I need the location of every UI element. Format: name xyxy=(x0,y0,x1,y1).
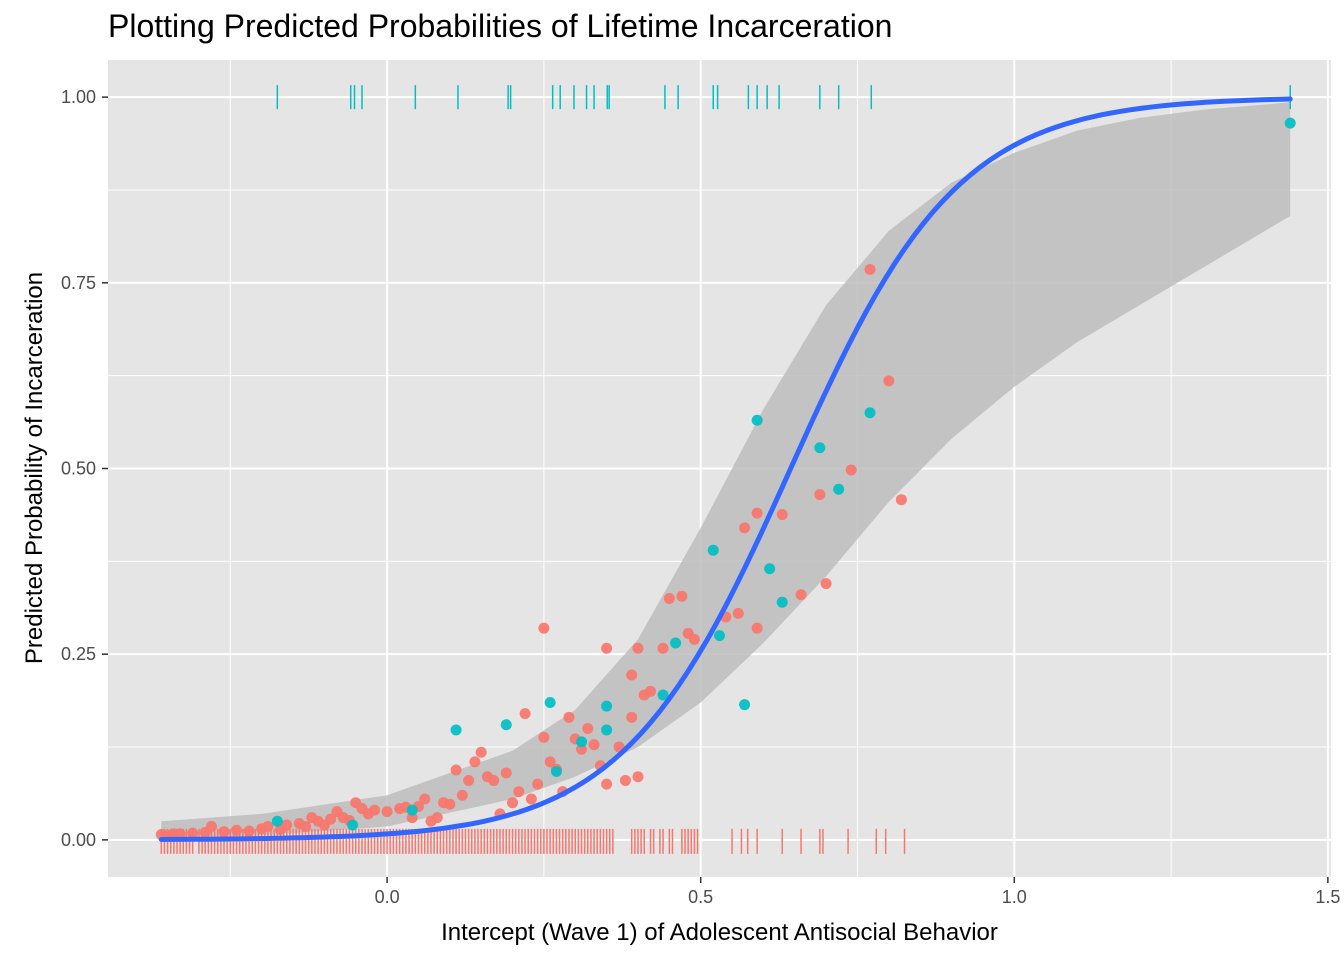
y-tick-label: 0.50 xyxy=(61,459,96,479)
data-point-not-incarcerated xyxy=(450,764,462,776)
data-point-not-incarcerated xyxy=(626,711,638,723)
data-point-not-incarcerated xyxy=(469,756,481,768)
data-point-not-incarcerated xyxy=(381,806,393,818)
data-point-incarcerated xyxy=(450,724,462,736)
confidence-ribbon xyxy=(161,102,1291,839)
y-tick-label: 1.00 xyxy=(61,87,96,107)
chart-title: Plotting Predicted Probabilities of Life… xyxy=(108,8,893,44)
data-point-not-incarcerated xyxy=(739,522,751,534)
data-point-incarcerated xyxy=(707,544,719,556)
data-point-not-incarcerated xyxy=(601,642,613,654)
data-point-incarcerated xyxy=(576,736,588,748)
data-point-not-incarcerated xyxy=(601,778,613,790)
data-point-not-incarcerated xyxy=(281,819,293,831)
data-point-not-incarcerated xyxy=(845,464,857,476)
data-point-not-incarcerated xyxy=(262,820,274,832)
data-point-not-incarcerated xyxy=(814,488,826,500)
data-point-not-incarcerated xyxy=(751,622,763,634)
x-axis-title: Intercept (Wave 1) of Adolescent Antisoc… xyxy=(441,919,998,946)
data-point-incarcerated xyxy=(764,563,776,575)
data-point-not-incarcerated xyxy=(626,669,638,681)
data-point-not-incarcerated xyxy=(619,774,631,786)
data-point-incarcerated xyxy=(864,407,876,419)
data-point-incarcerated xyxy=(271,815,283,827)
data-point-incarcerated xyxy=(776,596,788,608)
data-point-incarcerated xyxy=(347,819,359,831)
data-point-incarcerated xyxy=(1284,117,1296,129)
data-point-not-incarcerated xyxy=(632,771,644,783)
data-point-not-incarcerated xyxy=(500,767,512,779)
data-point-not-incarcerated xyxy=(732,607,744,619)
data-point-not-incarcerated xyxy=(463,774,475,786)
data-point-not-incarcerated xyxy=(657,642,669,654)
data-point-incarcerated xyxy=(406,804,418,816)
x-tick-label: 1.5 xyxy=(1315,887,1340,907)
data-point-not-incarcerated xyxy=(588,739,600,751)
data-point-not-incarcerated xyxy=(864,263,876,275)
x-tick-label: 0.0 xyxy=(375,887,400,907)
x-tick-label: 1.0 xyxy=(1002,887,1027,907)
data-point-not-incarcerated xyxy=(444,798,456,810)
y-tick-label: 0.75 xyxy=(61,273,96,293)
data-point-not-incarcerated xyxy=(538,622,550,634)
data-point-not-incarcerated xyxy=(174,828,186,840)
data-point-incarcerated xyxy=(670,637,682,649)
data-point-incarcerated xyxy=(657,689,669,701)
data-point-not-incarcerated xyxy=(632,642,644,654)
data-point-not-incarcerated xyxy=(507,797,519,809)
data-point-not-incarcerated xyxy=(187,827,199,839)
data-point-not-incarcerated xyxy=(544,756,556,768)
data-point-incarcerated xyxy=(550,766,562,778)
data-point-incarcerated xyxy=(751,414,763,426)
data-point-not-incarcerated xyxy=(795,589,807,601)
data-point-not-incarcerated xyxy=(895,494,907,506)
data-point-not-incarcerated xyxy=(525,793,537,805)
data-point-not-incarcerated xyxy=(243,825,255,837)
data-point-not-incarcerated xyxy=(820,578,832,590)
y-axis-title: Predicted Probability of Incarceration xyxy=(21,272,48,664)
data-point-not-incarcerated xyxy=(582,722,594,734)
data-point-incarcerated xyxy=(500,719,512,731)
data-point-not-incarcerated xyxy=(883,375,895,387)
data-point-not-incarcerated xyxy=(300,820,312,832)
data-point-not-incarcerated xyxy=(532,778,544,790)
logistic-fit-line xyxy=(158,96,1293,842)
data-point-incarcerated xyxy=(544,696,556,708)
data-point-incarcerated xyxy=(601,724,613,736)
data-point-not-incarcerated xyxy=(475,746,487,758)
data-point-not-incarcerated xyxy=(676,590,688,602)
data-point-incarcerated xyxy=(714,630,725,642)
data-point-not-incarcerated xyxy=(513,786,525,798)
data-point-incarcerated xyxy=(814,442,826,454)
data-point-not-incarcerated xyxy=(688,633,700,645)
data-point-not-incarcerated xyxy=(663,592,675,604)
fit-line-layer xyxy=(158,96,1293,842)
data-point-incarcerated xyxy=(833,483,845,495)
data-point-not-incarcerated xyxy=(563,711,575,723)
x-tick-label: 0.5 xyxy=(688,887,713,907)
data-point-not-incarcerated xyxy=(231,824,243,836)
data-point-not-incarcerated xyxy=(751,507,763,519)
data-point-not-incarcerated xyxy=(325,813,337,825)
data-point-incarcerated xyxy=(739,699,751,711)
y-tick-label: 0.25 xyxy=(61,644,96,664)
data-point-not-incarcerated xyxy=(369,804,381,816)
data-point-not-incarcerated xyxy=(456,789,468,801)
data-point-incarcerated xyxy=(601,700,613,712)
axes-layer: 0.0 0.5 1.0 1.5 0.00 0.25 0.50 0.75 1.00 xyxy=(61,87,1340,907)
data-point-not-incarcerated xyxy=(218,826,230,838)
data-point-not-incarcerated xyxy=(538,731,550,743)
data-point-not-incarcerated xyxy=(431,812,443,824)
data-point-not-incarcerated xyxy=(419,793,431,805)
data-point-not-incarcerated xyxy=(519,708,531,720)
data-point-not-incarcerated xyxy=(488,774,500,786)
data-point-not-incarcerated xyxy=(776,509,788,521)
confidence-ribbon-layer xyxy=(161,102,1291,839)
data-point-not-incarcerated xyxy=(205,820,217,832)
data-point-not-incarcerated xyxy=(645,685,657,697)
y-tick-label: 0.00 xyxy=(61,830,96,850)
scatter-points-layer xyxy=(155,117,1296,841)
